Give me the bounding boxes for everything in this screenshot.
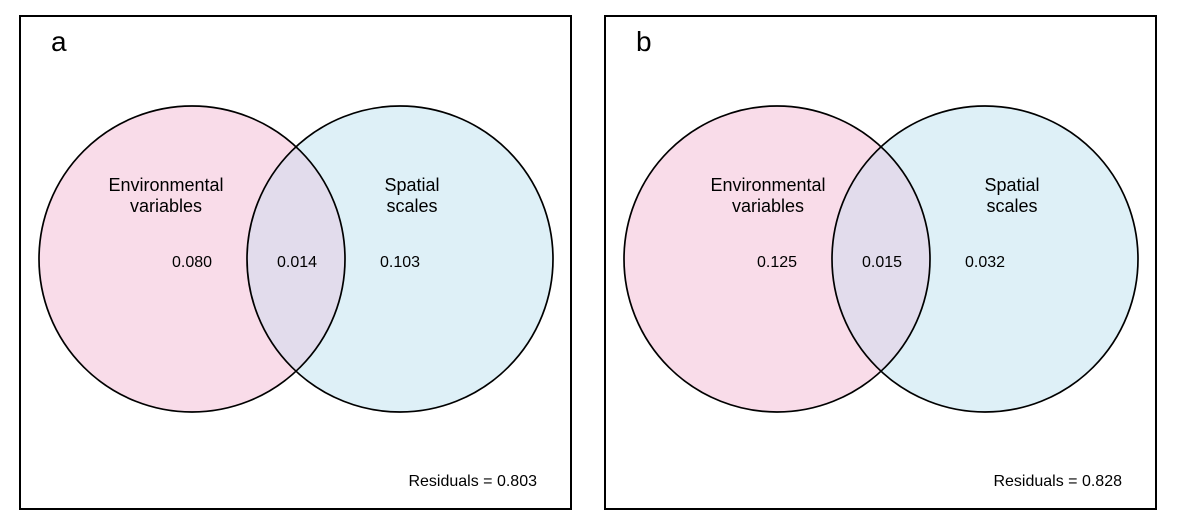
venn-diagram-b [623,105,1139,413]
panel-label: b [636,26,652,57]
residuals-text: Residuals = 0.828 [993,473,1122,490]
spatial-set-label-line1: Spatial [384,175,440,195]
environmental-set-label: Environmental variables [64,175,268,217]
environmental-circle-outline [38,105,346,413]
environmental-unique-value: 0.125 [756,254,798,271]
spatial-circle-outline [831,105,1139,413]
overlap-value: 0.014 [276,254,318,271]
spatial-set-label: Spatial scales [910,175,1114,217]
environmental-set-label-line2: variables [129,196,203,216]
venn-diagram-a [38,105,554,413]
spatial-set-label-line2: scales [986,196,1038,216]
environmental-set-label-line1: Environmental [710,175,826,195]
spatial-unique-value: 0.103 [379,254,421,271]
spatial-set-label: Spatial scales [310,175,514,217]
environmental-set-label: Environmental variables [666,175,870,217]
environmental-circle-outline [623,105,931,413]
environmental-unique-value: 0.080 [171,254,213,271]
panel-label: a [51,26,67,57]
residuals-text: Residuals = 0.803 [408,473,537,490]
spatial-set-label-line1: Spatial [984,175,1040,195]
spatial-set-label-line2: scales [386,196,438,216]
environmental-set-label-line1: Environmental [108,175,224,195]
spatial-unique-value: 0.032 [964,254,1006,271]
spatial-circle-outline [246,105,554,413]
panel-a: a Environmental variables Spatial scales… [19,15,572,510]
overlap-region [832,106,930,412]
panel-b: b Environmental variables Spatial scales… [604,15,1157,510]
overlap-value: 0.015 [861,254,903,271]
overlap-region [247,106,345,412]
environmental-set-label-line2: variables [731,196,805,216]
